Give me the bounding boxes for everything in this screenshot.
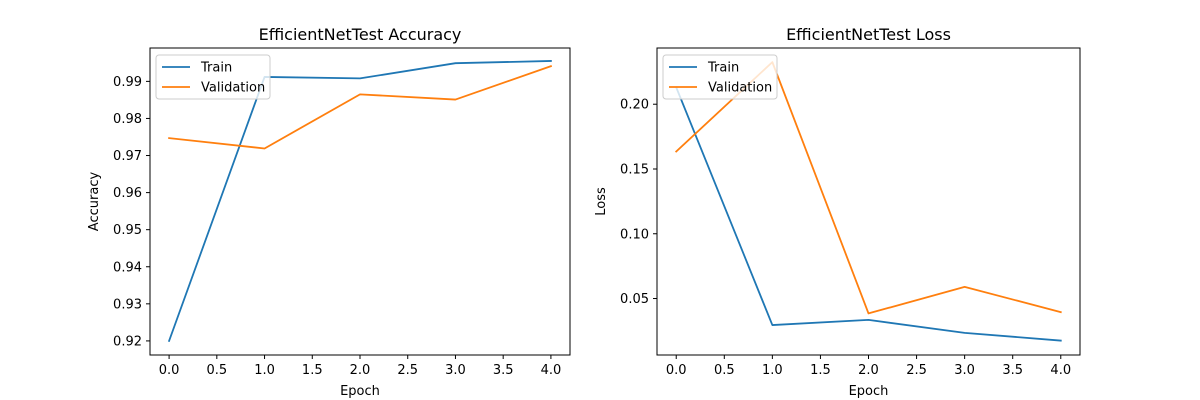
- x-tick-label: 0.5: [206, 363, 227, 378]
- y-tick-label: 0.05: [620, 292, 649, 307]
- x-tick-label: 3.0: [954, 363, 975, 378]
- y-tick-label: 0.95: [113, 223, 142, 238]
- x-tick-label: 1.0: [762, 363, 783, 378]
- legend-box: [662, 54, 778, 100]
- chart-panel-1: EfficientNetTest Accuracy 0.0 0.5 1.0 1.5 2.0…: [87, 25, 571, 399]
- chart-title: EfficientNetTest Loss: [786, 25, 951, 44]
- x-tick-label: 1.5: [810, 363, 831, 378]
- y-tick-label: 0.93: [113, 297, 142, 312]
- x-tick-label: 2.0: [858, 363, 879, 378]
- x-tick-label: 4.0: [1050, 363, 1071, 378]
- x-axis-label: Epoch: [849, 384, 889, 399]
- legend-label-validation: Validation: [201, 81, 265, 96]
- x-tick-label: 2.5: [397, 363, 418, 378]
- x-axis-label: Epoch: [340, 384, 380, 399]
- x-tick-label: 1.5: [302, 363, 323, 378]
- x-tick-label: 0.0: [666, 363, 687, 378]
- y-axis-label: Loss: [594, 187, 609, 216]
- x-tick-label: 1.0: [254, 363, 275, 378]
- x-tick-label: 2.0: [350, 363, 371, 378]
- y-tick-label: 0.97: [113, 149, 142, 164]
- x-tick-label: 0.0: [159, 363, 180, 378]
- y-tick-label: 0.15: [620, 162, 649, 177]
- y-tick-label: 0.94: [113, 260, 142, 275]
- y-tick-label: 0.99: [113, 75, 142, 90]
- series-line-train: [167, 60, 552, 343]
- x-tick-label: 3.5: [493, 363, 514, 378]
- legend-label-validation: Validation: [708, 81, 772, 96]
- chart-panel-2: EfficientNetTest Loss 0.0 0.5 1.0 1.5 2.0 2.5 3…: [594, 25, 1081, 399]
- x-tick-label: 3.5: [1002, 363, 1023, 378]
- x-tick-label: 3.0: [445, 363, 466, 378]
- chart-title: EfficientNetTest Accuracy: [259, 25, 462, 44]
- legend-label-train: Train: [707, 61, 739, 76]
- legend-box: [155, 54, 271, 100]
- x-tick-label: 2.5: [906, 363, 927, 378]
- legend-label-train: Train: [200, 61, 232, 76]
- series-line-train: [675, 86, 1062, 342]
- y-tick-label: 0.96: [113, 186, 142, 201]
- x-tick-label: 4.0: [541, 363, 562, 378]
- y-tick-label: 0.10: [620, 227, 649, 242]
- y-axis-label: Accuracy: [87, 172, 102, 232]
- y-tick-label: 0.20: [620, 98, 649, 113]
- y-tick-label: 0.92: [113, 334, 142, 349]
- x-tick-label: 0.5: [714, 363, 735, 378]
- series-line-validation: [168, 65, 553, 150]
- y-tick-label: 0.98: [113, 112, 142, 127]
